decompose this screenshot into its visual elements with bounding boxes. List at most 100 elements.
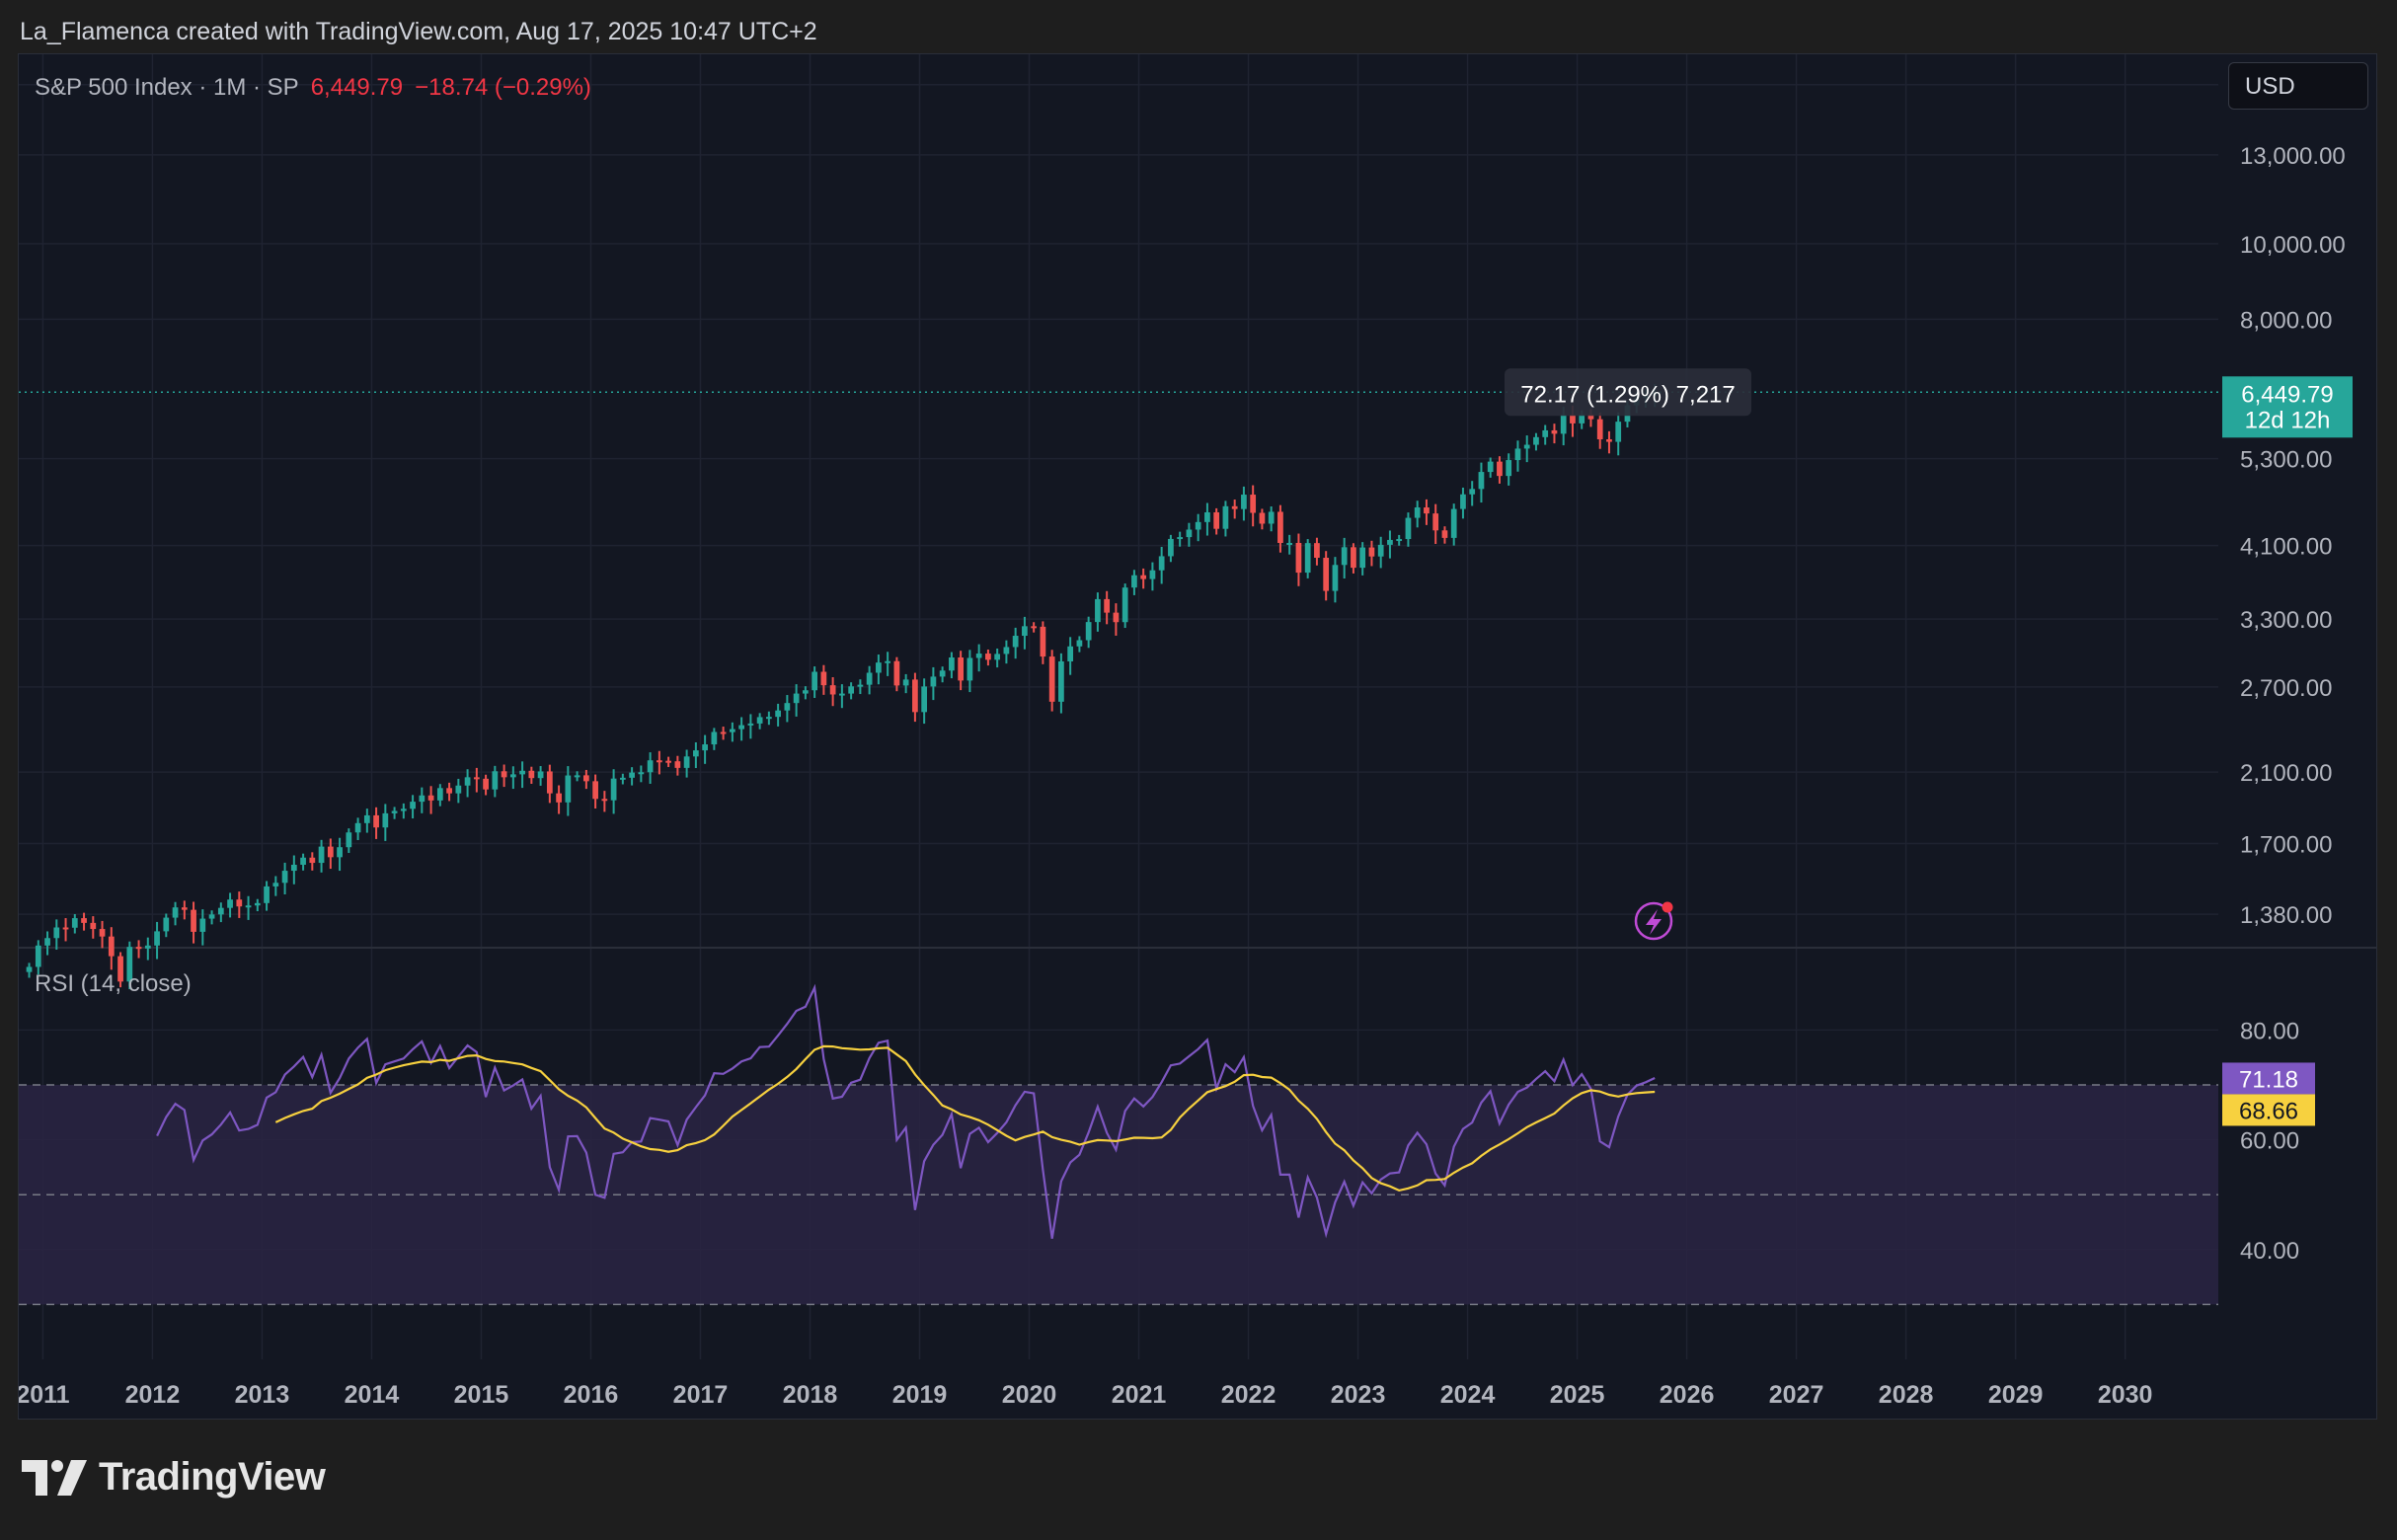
time-tick-label: 2016 — [564, 1381, 619, 1409]
price-tick-label: 1,700.00 — [2240, 832, 2332, 859]
candle-body — [1533, 436, 1539, 445]
candle — [208, 910, 215, 925]
candle — [483, 774, 489, 796]
candle-body — [656, 760, 662, 763]
candle-body — [848, 686, 854, 694]
candle-body — [181, 907, 188, 910]
candle — [1003, 640, 1010, 664]
chart-frame[interactable]: 72.17 (1.29%) 7,217 1,380.00 1,700.00 2,10… — [18, 53, 2377, 1420]
alert-ring — [1634, 901, 1673, 941]
candle-body — [994, 654, 1001, 660]
candle-body — [1523, 444, 1530, 449]
time-tick-label: 2014 — [345, 1381, 400, 1409]
candle-body — [1295, 542, 1302, 574]
candle-body — [1095, 598, 1101, 623]
candle-body — [419, 795, 425, 803]
rsi-panel[interactable] — [19, 983, 2218, 1306]
candle — [108, 927, 115, 970]
candle-body — [90, 922, 97, 930]
candle-body — [1596, 419, 1603, 440]
rsi-ma-value-box — [2222, 1094, 2315, 1126]
price-tick-label: 8,000.00 — [2240, 307, 2332, 334]
candle-body — [144, 945, 151, 949]
candle — [1231, 500, 1238, 519]
candle-body — [199, 918, 206, 932]
price-overlays: 72.17 (1.29%) 7,217 — [19, 368, 2218, 941]
candle — [318, 839, 325, 873]
candle-body — [1396, 539, 1403, 542]
candle-body — [985, 654, 991, 660]
time-axis[interactable]: 2011 2012 2013 2014 2015 2016 2017 2018 2019 2020… — [19, 1381, 2152, 1409]
candle — [1067, 637, 1074, 675]
candle-body — [410, 802, 416, 809]
currency-button[interactable]: USD — [2228, 62, 2368, 110]
candle — [519, 761, 525, 789]
candle-body — [1003, 647, 1010, 654]
candle-body — [519, 770, 525, 775]
candle — [501, 764, 507, 788]
time-tick-label: 2021 — [1112, 1381, 1167, 1409]
candle — [245, 895, 252, 920]
candle-body — [902, 679, 909, 686]
candle — [309, 852, 316, 871]
time-tick-label: 2011 — [19, 1381, 70, 1409]
candle — [958, 651, 965, 691]
candle-body — [812, 671, 817, 691]
candle — [509, 766, 516, 790]
candle-body — [730, 729, 735, 732]
candle-body — [1432, 513, 1439, 531]
candle-body — [1204, 511, 1210, 522]
candle-body — [1113, 612, 1120, 623]
candle-body — [318, 846, 325, 864]
candle-body — [592, 781, 598, 800]
candle — [44, 931, 50, 956]
candle — [1514, 440, 1521, 472]
candle — [839, 684, 845, 709]
candle — [1113, 603, 1120, 636]
candle — [1542, 424, 1549, 445]
candle-body — [71, 918, 78, 928]
candle — [1177, 531, 1184, 547]
candle-body — [337, 847, 343, 858]
candle — [1149, 562, 1156, 591]
candle-body — [117, 956, 123, 982]
candle — [1523, 435, 1530, 463]
time-tick-label: 2020 — [1002, 1381, 1057, 1409]
candle-body — [1323, 558, 1330, 591]
price-axis[interactable]: 1,380.00 1,700.00 2,100.00 2,700.00 3,300.00… — [2222, 73, 2353, 1265]
candle-body — [281, 871, 288, 884]
candle — [912, 672, 918, 723]
candle-body — [1259, 512, 1266, 524]
rsi-value-text: 71.18 — [2239, 1066, 2298, 1093]
candle-body — [1424, 507, 1430, 514]
candle-body — [1140, 575, 1147, 579]
candle — [1414, 500, 1421, 528]
time-tick-label: 2030 — [2098, 1381, 2153, 1409]
candle-body — [1131, 575, 1137, 588]
symbol-legend: S&P 500 Index · 1M · SP 6,449.79 −18.74 (−… — [35, 74, 603, 102]
candle-body — [436, 788, 443, 801]
candle — [1432, 503, 1439, 544]
candle-body — [683, 756, 690, 768]
candle-body — [1213, 511, 1220, 529]
candle-body — [1177, 537, 1184, 540]
rsi-value-label: 71.18 — [2222, 1062, 2315, 1095]
candle — [300, 853, 306, 871]
candle-body — [373, 814, 379, 828]
candle-body — [464, 777, 471, 786]
candle — [893, 656, 900, 692]
candle — [419, 787, 425, 813]
candle — [1487, 457, 1494, 478]
candle-body — [327, 846, 334, 858]
price-tick-label: 2,700.00 — [2240, 675, 2332, 702]
candle-body — [537, 771, 544, 779]
candle-body — [483, 778, 489, 790]
candle-body — [876, 662, 882, 673]
candle — [647, 752, 654, 784]
candle — [1195, 513, 1201, 542]
chart-svg[interactable]: 72.17 (1.29%) 7,217 1,380.00 1,700.00 2,10… — [19, 54, 2377, 1420]
candle-body — [1414, 507, 1421, 518]
candle-body — [839, 693, 845, 696]
candle-body — [1186, 529, 1193, 538]
